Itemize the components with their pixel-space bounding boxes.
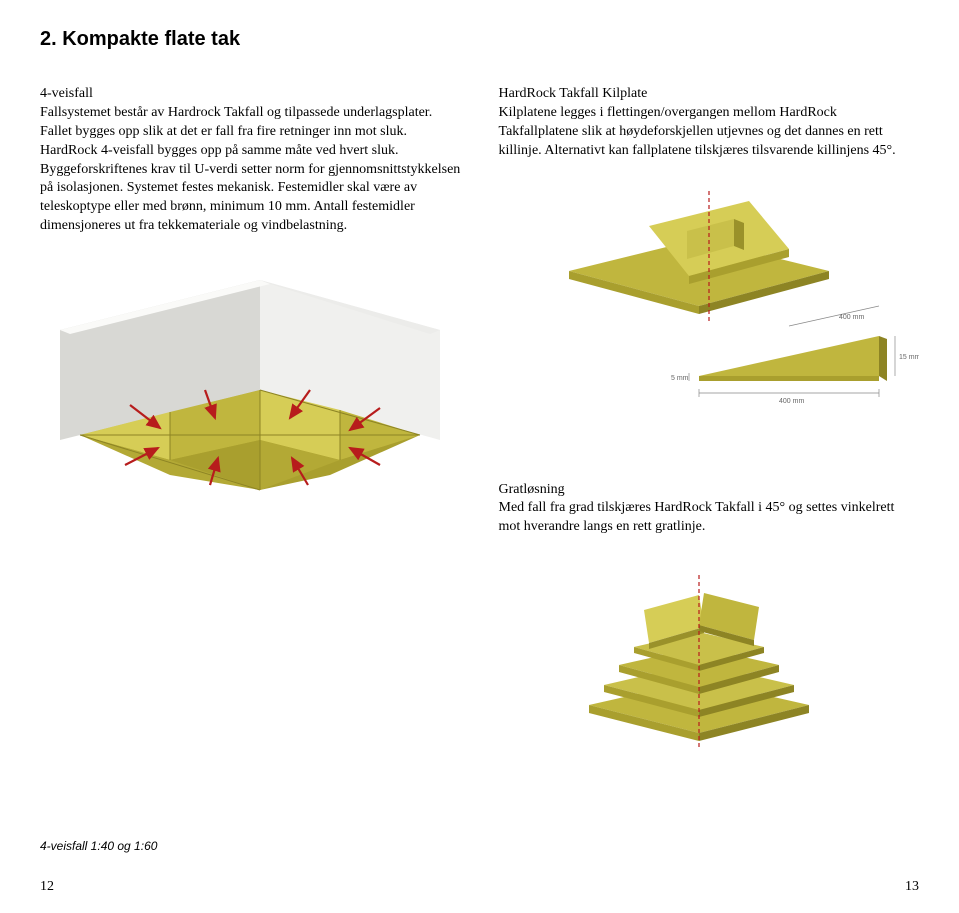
right-section-title-1: HardRock Takfall Kilplate xyxy=(499,85,920,104)
left-column: 4-veisfall Fallsystemet består av Hardro… xyxy=(40,85,461,755)
right-column: HardRock Takfall Kilplate Kilplatene leg… xyxy=(499,85,920,755)
roof-4way-diagram xyxy=(40,260,460,560)
dim-400-top: 400 mm xyxy=(839,314,864,321)
dim-400-bottom: 400 mm xyxy=(779,398,804,405)
left-section-title: 4-veisfall xyxy=(40,85,461,104)
two-column-layout: 4-veisfall Fallsystemet består av Hardro… xyxy=(40,85,919,755)
right-body-1: Kilplatene legges i flettingen/overgange… xyxy=(499,104,920,161)
right-body-2: Med fall fra grad tilskjæres HardRock Ta… xyxy=(499,499,920,537)
page-number-left: 12 xyxy=(40,879,54,895)
page-number-right: 13 xyxy=(905,879,919,895)
grat-diagram xyxy=(549,555,849,755)
kilplate-diagram: 400 mm 400 mm 5 mm 15 mm xyxy=(499,171,919,421)
right-section-title-2: Gratløsning xyxy=(499,481,920,500)
dim-5: 5 mm xyxy=(671,375,689,382)
left-diagram-caption: 4-veisfall 1:40 og 1:60 xyxy=(40,839,157,853)
left-body-text: Fallsystemet består av Hardrock Takfall … xyxy=(40,104,461,236)
page-heading: 2. Kompakte flate tak xyxy=(40,28,919,51)
dim-15: 15 mm xyxy=(899,354,919,361)
